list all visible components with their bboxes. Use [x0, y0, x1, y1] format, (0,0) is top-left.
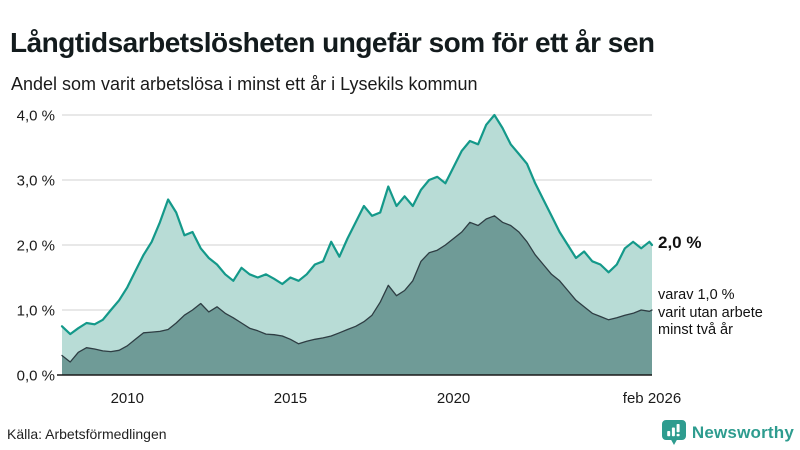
latest-value-label: 2,0 %	[658, 233, 702, 252]
y-tick-label: 2,0 %	[17, 238, 55, 255]
newsworthy-bubble-icon	[661, 420, 686, 445]
x-tick-label: 2010	[111, 390, 144, 407]
chart-subtitle: Andel som varit arbetslösa i minst ett å…	[11, 74, 478, 94]
y-tick-label: 1,0 %	[17, 303, 55, 320]
newsworthy-logo: Newsworthy	[661, 419, 794, 447]
y-tick-label: 0,0 %	[17, 368, 55, 385]
newsworthy-wordmark: Newsworthy	[691, 423, 794, 442]
x-tick-label: 2020	[437, 390, 470, 407]
two-year-note: varav 1,0 % varit utan arbete minst två …	[658, 287, 763, 338]
y-tick-label: 4,0 %	[17, 108, 55, 125]
series-line-two-year	[61, 215, 653, 363]
page-title: Långtidsarbetslösheten ungefär som för e…	[10, 26, 655, 58]
series-area-two-year	[62, 215, 652, 375]
y-tick-label: 3,0 %	[17, 173, 55, 190]
series-line-total	[60, 113, 654, 336]
x-tick-label: feb 2026	[623, 390, 681, 407]
x-tick-label: 2015	[274, 390, 307, 407]
source-credit: Källa: Arbetsförmedlingen	[7, 426, 167, 442]
